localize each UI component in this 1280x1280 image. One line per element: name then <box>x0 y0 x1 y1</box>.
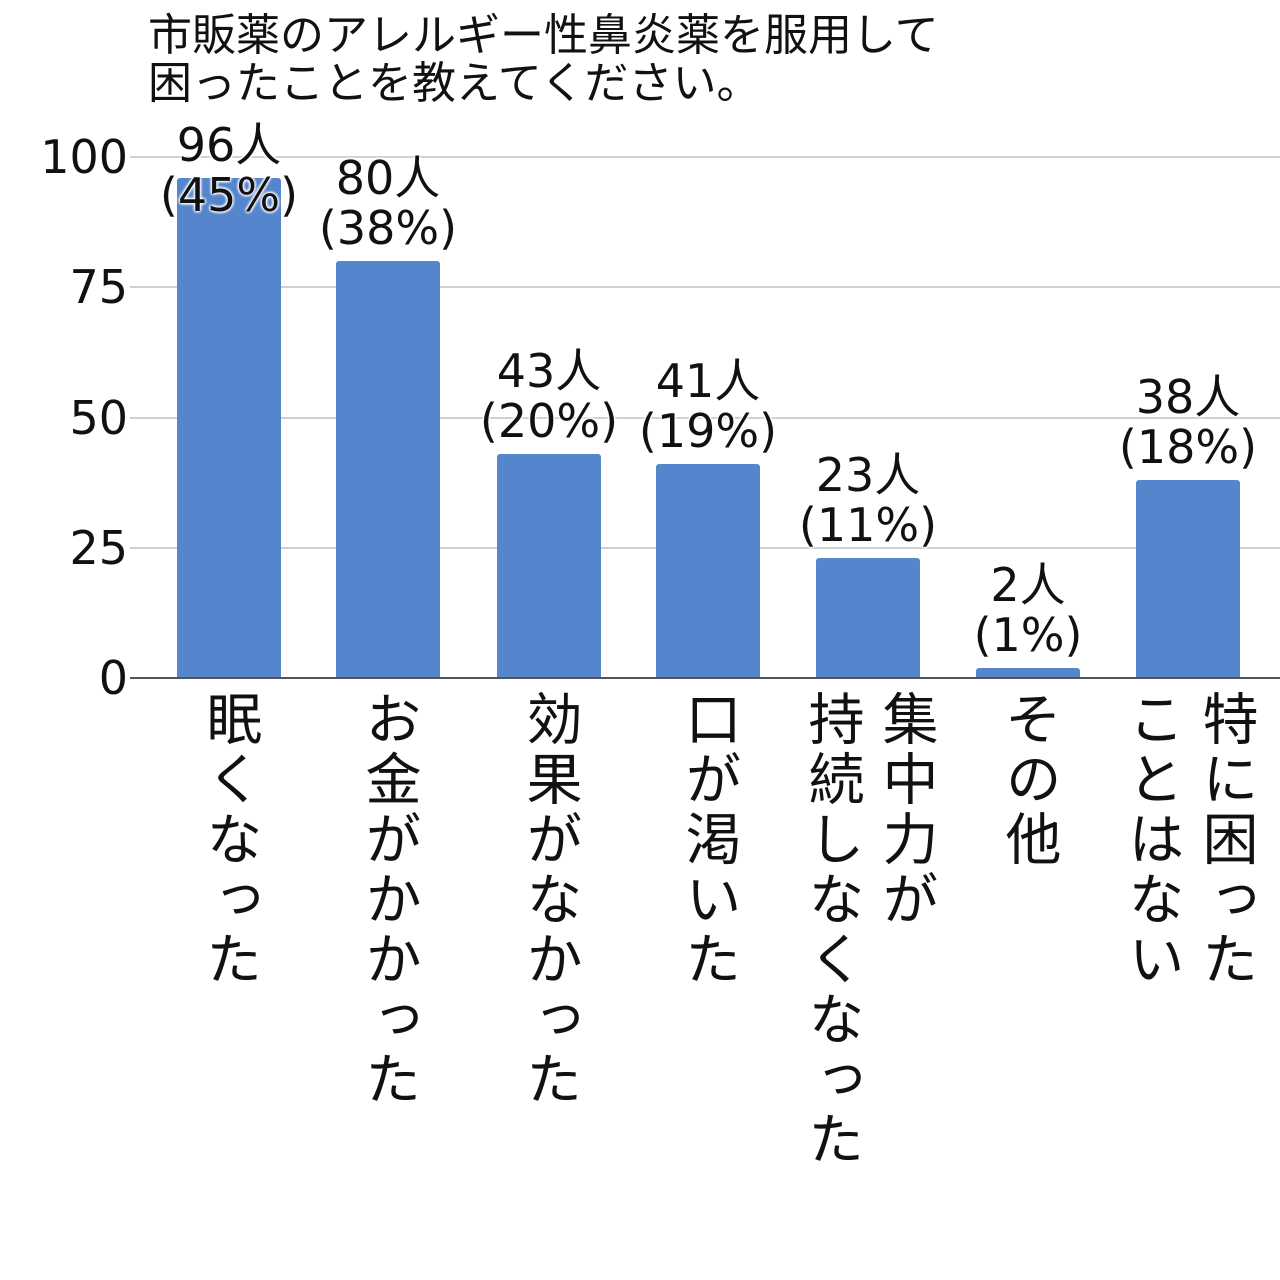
y-tick-label: 25 <box>69 520 128 575</box>
category-label: 口が渇いた <box>676 690 741 990</box>
category-label: お金がかかった <box>356 690 421 1110</box>
bar <box>177 177 281 678</box>
category-label: 特に困った ことはない <box>1119 690 1258 990</box>
data-label-percent: (38%) <box>318 201 458 256</box>
bar <box>656 464 760 678</box>
y-tick-label: 0 <box>98 651 128 705</box>
y-tick-label: 50 <box>69 390 128 445</box>
data-label-percent: (11%) <box>798 498 938 553</box>
gridline <box>130 286 1280 289</box>
category-label: 集中力が 持続しなくなった <box>799 690 938 1170</box>
data-label-percent: (20%) <box>479 393 619 448</box>
data-label-percent: (1%) <box>973 607 1083 662</box>
y-tick-label: 100 <box>40 130 128 184</box>
category-label: 効果がなかった <box>517 690 582 1110</box>
data-label-count: 23人 <box>815 448 921 503</box>
data-label-count: 96人 <box>176 118 282 172</box>
category-label: その他 <box>996 690 1061 870</box>
data-label-percent: (19%) <box>638 404 778 459</box>
data-label-count: 2人 <box>990 557 1066 612</box>
data-label-count: 43人 <box>496 343 602 398</box>
bar <box>336 261 440 678</box>
gridline <box>130 156 1280 158</box>
y-tick-label: 75 <box>69 260 128 315</box>
data-label-count: 38人 <box>1135 370 1241 425</box>
data-label-count: 80人 <box>335 151 441 206</box>
x-axis <box>130 677 1280 679</box>
bar <box>976 667 1080 678</box>
chart-title: 市販薬のアレルギー性鼻炎薬を服用して 困ったことを教えてください。 <box>148 10 939 109</box>
bar <box>1136 480 1240 678</box>
bar <box>816 558 920 678</box>
data-label-count: 41人 <box>655 354 761 409</box>
data-label-percent: (18%) <box>1118 420 1258 475</box>
data-label-percent: (45%) <box>159 168 299 222</box>
category-label: 眠くなった <box>197 690 262 990</box>
gridline <box>130 416 1280 419</box>
bar <box>497 453 601 678</box>
